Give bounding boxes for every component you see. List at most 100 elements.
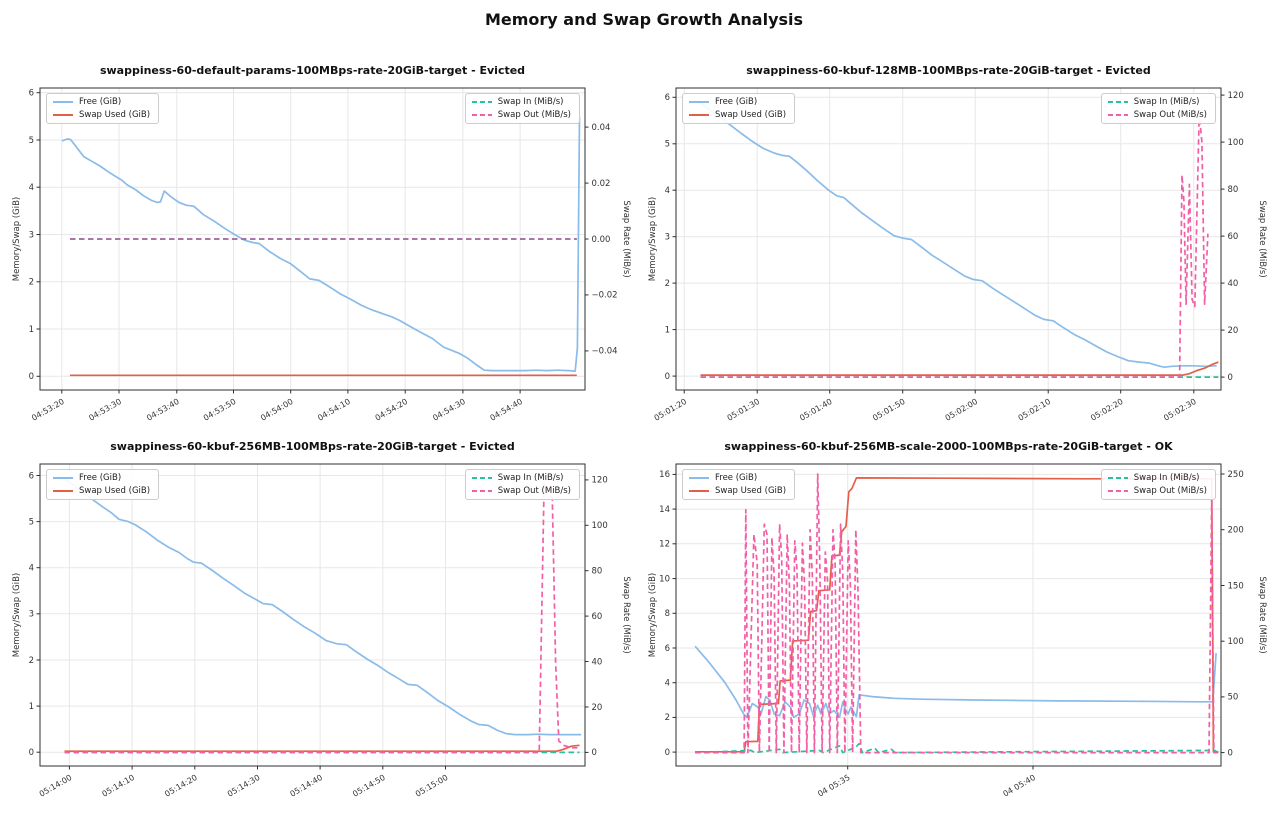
x-tick-label: 05:14:40 (288, 773, 324, 799)
y-right-tick-label: 100 (1228, 637, 1244, 647)
legend-item-swap-in: Swap In (MiB/s) (471, 473, 571, 483)
legend-item-free: Free (GiB) (689, 473, 786, 483)
free-line-swatch (689, 477, 709, 479)
y-right-tick-label: 0.02 (592, 179, 611, 189)
free-line (61, 117, 581, 372)
y-left-tick-label: 16 (659, 470, 670, 480)
y-left-tick-label: 14 (659, 505, 670, 515)
x-tick-label: 05:02:30 (1162, 397, 1198, 423)
legend-item-swap-out: Swap Out (MiB/s) (1107, 110, 1207, 120)
y-right-tick-label: −0.04 (592, 347, 618, 357)
legend-label: Swap Out (MiB/s) (497, 110, 571, 120)
figure-title: Memory and Swap Growth Analysis (484, 10, 804, 29)
y-right-tick-label: 60 (1228, 232, 1239, 242)
y-left-tick-label: 5 (665, 140, 670, 150)
x-tick-label: 05:15:00 (414, 773, 450, 799)
y-right-tick-label: 200 (1228, 526, 1244, 536)
swap-in-line-swatch (1107, 477, 1128, 479)
x-tick-label: 04:54:00 (259, 397, 295, 423)
subplot-title: swappiness-60-default-params-100MBps-rat… (99, 64, 526, 77)
y-left-axis-label: Memory/Swap (GiB) (12, 573, 22, 658)
swap-used-line-swatch (53, 490, 73, 492)
legend-label: Swap Used (GiB) (715, 486, 787, 496)
swap-out-line-swatch (1107, 490, 1128, 492)
x-tick-label: 05:14:50 (351, 773, 387, 799)
swap-used-line-swatch (689, 490, 709, 492)
x-tick-label: 04 05:35 (816, 773, 851, 799)
x-tick-label: 05:01:30 (726, 397, 762, 423)
x-tick-label: 04 05:40 (1002, 773, 1037, 799)
legend-memory: Free (GiB) Swap Used (GiB) (682, 469, 796, 500)
legend-label: Swap In (MiB/s) (497, 97, 564, 107)
legend-memory: Free (GiB) Swap Used (GiB) (46, 93, 160, 124)
legend-label: Swap Out (MiB/s) (1133, 110, 1207, 120)
axes-frame (675, 87, 1222, 391)
y-left-tick-label: 6 (665, 644, 670, 654)
y-left-tick-label: 0 (29, 748, 34, 758)
y-left-tick-label: 2 (665, 279, 670, 289)
y-right-tick-label: 120 (1228, 91, 1244, 101)
y-left-tick-label: 2 (29, 656, 34, 666)
y-left-tick-label: 1 (29, 325, 34, 335)
swap-out-line-swatch (1107, 114, 1128, 116)
y-right-tick-label: 100 (1228, 138, 1244, 148)
swap-out-line (700, 113, 1209, 378)
y-right-tick-label: 250 (1228, 470, 1244, 480)
y-right-tick-label: 0.04 (592, 123, 611, 133)
legend-label: Swap Out (MiB/s) (497, 486, 571, 496)
legend-item-free: Free (GiB) (53, 473, 150, 483)
y-right-tick-label: 120 (592, 476, 608, 486)
swap-used-line (64, 744, 580, 753)
swap-used-line-swatch (53, 114, 73, 116)
chart-canvas: 0 2 4 6 8 10 12 14 16 0 50 100 150 200 250 04 05:35 04 0… (648, 463, 1267, 799)
y-left-axis-label: Memory/Swap (GiB) (648, 573, 658, 658)
legend-swap-rate: Swap In (MiB/s) Swap Out (MiB/s) (1100, 93, 1216, 124)
legend-item-swap-used: Swap Used (GiB) (689, 110, 786, 120)
y-left-tick-label: 4 (665, 186, 670, 196)
legend-item-swap-out: Swap Out (MiB/s) (471, 486, 571, 496)
y-right-tick-label: 60 (592, 612, 603, 622)
swap-in-line-swatch (1107, 101, 1128, 103)
x-tick-label: 05:14:30 (226, 773, 262, 799)
swap-out-line-swatch (471, 114, 492, 116)
y-right-tick-label: 80 (1228, 185, 1239, 195)
x-tick-label: 05:14:10 (100, 773, 136, 799)
y-right-axis-label: Swap Rate (MiB/s) (1257, 200, 1267, 277)
legend-label: Free (GiB) (715, 97, 758, 107)
swap-used-line (700, 361, 1219, 376)
swap-out-line-swatch (471, 490, 492, 492)
legend-label: Swap Out (MiB/s) (1133, 486, 1207, 496)
x-tick-label: 04:54:30 (431, 397, 467, 423)
legend-item-swap-used: Swap Used (GiB) (53, 110, 150, 120)
legend-swap-rate: Swap In (MiB/s) Swap Out (MiB/s) (1100, 469, 1216, 500)
subplot-title: swappiness-60-kbuf-256MB-scale-2000-100M… (724, 440, 1173, 453)
free-line-swatch (53, 477, 73, 479)
legend-item-swap-in: Swap In (MiB/s) (471, 97, 571, 107)
swap-out-line (64, 483, 578, 754)
y-left-tick-label: 6 (29, 471, 34, 481)
legend-label: Free (GiB) (715, 473, 758, 483)
free-line (694, 645, 1217, 719)
swap-in-line (695, 742, 1219, 754)
subplot-default-params: swappiness-60-default-params-100MBps-rat… (8, 58, 644, 434)
y-left-tick-label: 0 (29, 372, 34, 382)
legend-label: Free (GiB) (79, 473, 122, 483)
y-right-tick-label: 50 (1228, 693, 1239, 703)
legend-label: Free (GiB) (79, 97, 122, 107)
legend-label: Swap Used (GiB) (715, 110, 787, 120)
y-left-tick-label: 4 (665, 679, 670, 689)
y-left-axis-label: Memory/Swap (GiB) (12, 197, 22, 282)
y-left-tick-label: 1 (665, 325, 670, 335)
y-left-tick-label: 6 (665, 93, 670, 103)
free-line (61, 476, 582, 736)
x-tick-label: 05:01:50 (871, 397, 907, 423)
legend-item-swap-in: Swap In (MiB/s) (1107, 473, 1207, 483)
x-tick-label: 04:54:20 (374, 397, 410, 423)
x-tick-label: 04:54:10 (316, 397, 352, 423)
legend-memory: Free (GiB) Swap Used (GiB) (46, 469, 160, 500)
y-right-axis-label: Swap Rate (MiB/s) (621, 576, 631, 653)
x-tick-label: 04:53:40 (145, 397, 181, 423)
y-left-tick-label: 0 (665, 748, 670, 758)
